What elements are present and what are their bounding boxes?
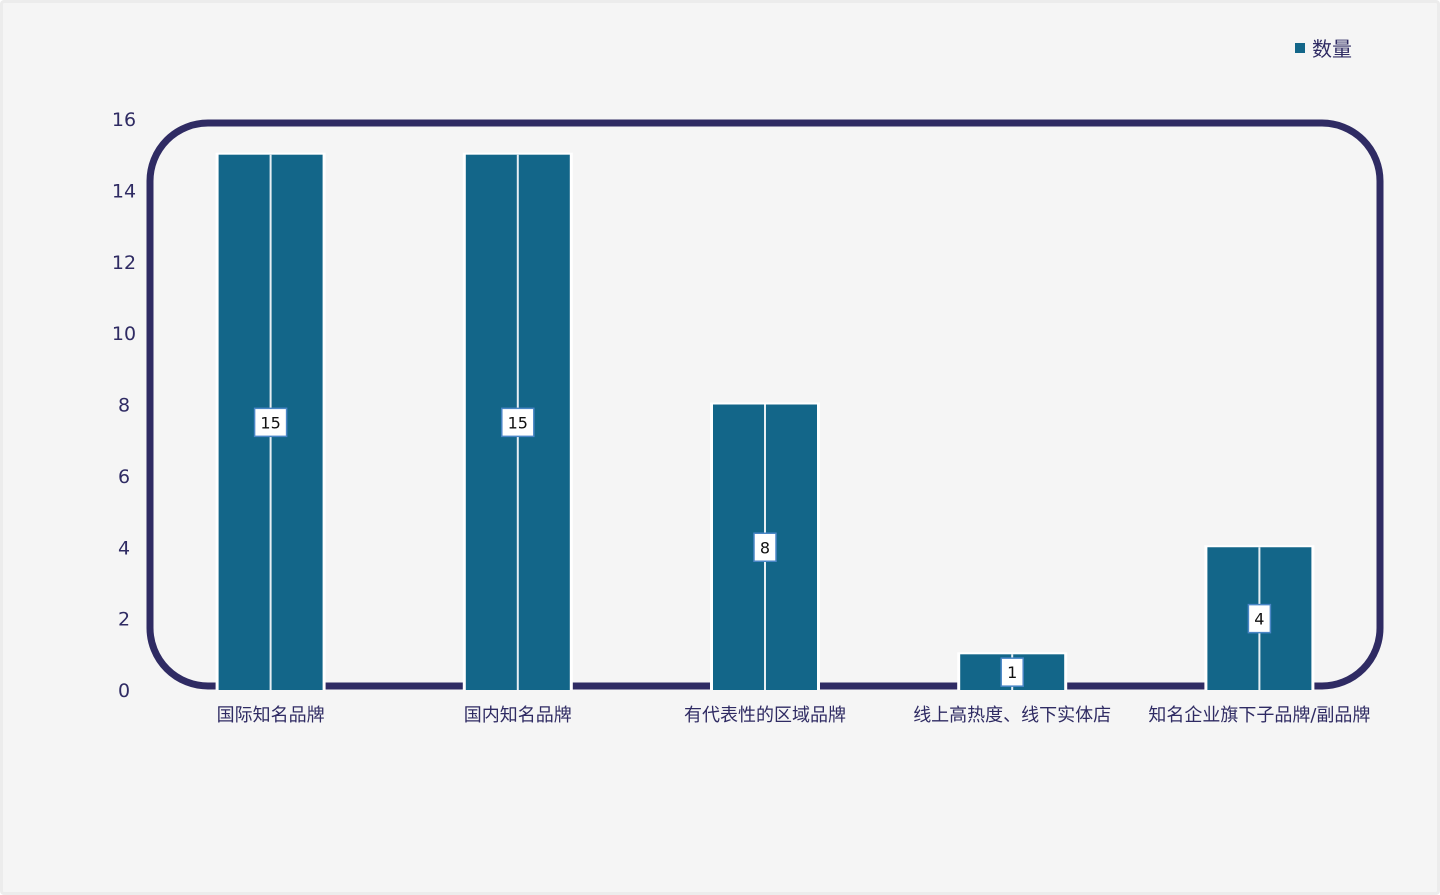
x-tick-label: 国际知名品牌: [217, 705, 325, 726]
x-axis-labels: 国际知名品牌 国内知名品牌 有代表性的区域品牌 线上高热度、线下实体店 知名企业旗下子品…: [217, 705, 1371, 726]
x-tick-label: 知名企业旗下子品牌/副品牌: [1148, 705, 1370, 726]
data-label-box: [753, 532, 777, 562]
y-tick-label: 4: [118, 537, 130, 559]
legend-label: 数量: [1312, 37, 1352, 61]
data-label: 15: [260, 413, 280, 432]
y-tick-label: 0: [118, 680, 130, 702]
x-tick-label: 国内知名品牌: [464, 705, 572, 726]
y-tick-label: 12: [112, 252, 136, 274]
data-label: 4: [1254, 610, 1264, 629]
x-tick-label: 有代表性的区域品牌: [684, 705, 846, 726]
bars: 15 15 8 1 4: [215, 152, 1315, 690]
data-label: 8: [760, 538, 770, 557]
y-tick-label: 2: [118, 609, 130, 631]
y-tick-label: 14: [112, 180, 136, 202]
x-tick-label: 线上高热度、线下实体店: [913, 705, 1111, 726]
data-label-box: [253, 407, 288, 438]
data-label-box: [1247, 603, 1272, 634]
y-tick-label: 6: [118, 466, 130, 488]
legend: 数量: [1295, 33, 1352, 62]
data-label: 1: [1007, 663, 1017, 682]
data-label-box: [1000, 657, 1024, 687]
data-label: 15: [508, 413, 528, 432]
legend-swatch-icon: [1295, 42, 1305, 53]
y-tick-label: 16: [112, 109, 136, 131]
y-axis-ticks: 0 2 4 6 8 10 12 14 16: [112, 109, 136, 702]
data-label-box: [501, 407, 535, 438]
y-tick-label: 8: [118, 395, 130, 417]
y-tick-label: 10: [112, 323, 136, 345]
